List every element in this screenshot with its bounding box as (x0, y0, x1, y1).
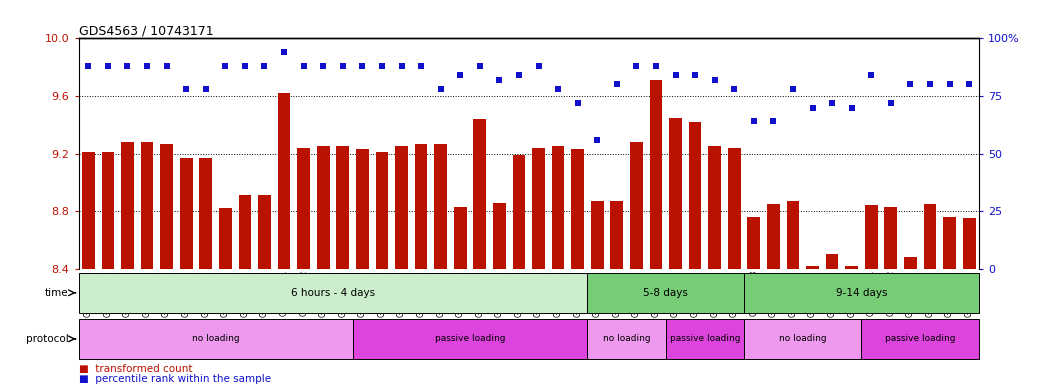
Bar (317, 146, 330, 269)
Bar (395, 146, 408, 269)
Bar (689, 122, 701, 269)
Bar (709, 146, 721, 269)
Bar (102, 152, 114, 269)
Bar (160, 144, 173, 269)
Bar (963, 218, 976, 269)
Bar (610, 201, 623, 269)
Bar (630, 142, 643, 269)
Bar (845, 266, 859, 269)
Bar (415, 144, 427, 269)
Bar (435, 144, 447, 269)
Text: no loading: no loading (192, 334, 240, 343)
Bar (806, 266, 819, 269)
Bar (865, 205, 877, 269)
Bar (297, 148, 310, 269)
Bar (513, 155, 526, 269)
Bar (336, 146, 349, 269)
Text: passive loading: passive loading (435, 334, 506, 343)
Bar (277, 93, 290, 269)
Text: passive loading: passive loading (885, 334, 956, 343)
Bar (923, 204, 936, 269)
Bar (121, 142, 134, 269)
Bar (669, 118, 682, 269)
Bar (572, 149, 584, 269)
Text: 6 hours - 4 days: 6 hours - 4 days (291, 288, 375, 298)
Bar (666, 319, 744, 359)
Bar (786, 201, 799, 269)
Bar (826, 254, 839, 269)
Bar (239, 195, 251, 269)
Bar (767, 204, 780, 269)
Text: passive loading: passive loading (670, 334, 740, 343)
Bar (219, 208, 231, 269)
Bar (82, 152, 94, 269)
Bar (79, 319, 353, 359)
Text: 5-8 days: 5-8 days (643, 288, 688, 298)
Text: protocol: protocol (26, 334, 69, 344)
Bar (587, 319, 666, 359)
Bar (862, 319, 979, 359)
Text: GDS4563 / 10743171: GDS4563 / 10743171 (79, 24, 214, 37)
Bar (744, 273, 979, 313)
Bar (453, 207, 467, 269)
Bar (591, 201, 604, 269)
Bar (473, 119, 486, 269)
Bar (180, 158, 193, 269)
Text: ■  percentile rank within the sample: ■ percentile rank within the sample (79, 374, 271, 384)
Bar (79, 273, 587, 313)
Bar (356, 149, 369, 269)
Bar (728, 148, 740, 269)
Bar (744, 319, 862, 359)
Bar (748, 217, 760, 269)
Bar (140, 142, 154, 269)
Bar (885, 207, 897, 269)
Text: no loading: no loading (603, 334, 650, 343)
Bar (376, 152, 388, 269)
Bar (532, 148, 544, 269)
Bar (493, 202, 506, 269)
Bar (552, 146, 564, 269)
Bar (943, 217, 956, 269)
Bar (587, 273, 744, 313)
Text: time: time (45, 288, 69, 298)
Bar (199, 158, 213, 269)
Bar (649, 80, 663, 269)
Bar (259, 195, 271, 269)
Bar (353, 319, 587, 359)
Bar (904, 257, 917, 269)
Text: 9-14 days: 9-14 days (836, 288, 887, 298)
Text: ■  transformed count: ■ transformed count (79, 364, 192, 374)
Text: no loading: no loading (779, 334, 826, 343)
